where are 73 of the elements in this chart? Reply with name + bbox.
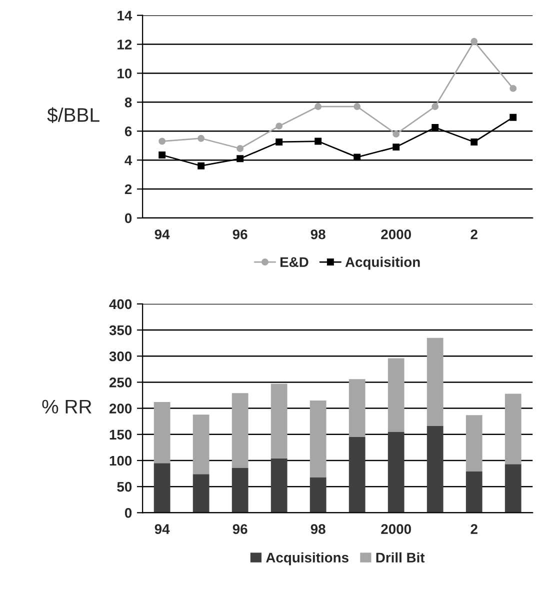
bar [192, 414, 210, 474]
bar [426, 338, 444, 426]
y-tick-label: 400 [109, 299, 132, 310]
y-tick-label: 6 [124, 126, 132, 136]
y-tick-label: 0 [124, 213, 132, 224]
point [354, 103, 361, 110]
point [392, 144, 400, 151]
bar [270, 458, 288, 513]
x-tick-label: 94 [154, 524, 170, 534]
legend-label: E&D [280, 257, 308, 268]
y-tick-label: 12 [118, 40, 132, 50]
x-tick-label: 2 [470, 229, 478, 240]
y-tick-label: 2 [124, 184, 132, 194]
y-tick-label: 4 [124, 156, 132, 166]
y-tick-label: 8 [124, 98, 132, 108]
point [470, 138, 478, 146]
point [236, 155, 244, 162]
bar [388, 432, 404, 513]
bar [504, 464, 522, 513]
y-tick-label: 0 [124, 508, 132, 518]
y-tick-label: 200 [109, 404, 132, 414]
y-tick-label: 300 [109, 351, 132, 362]
point [510, 114, 517, 121]
point [276, 122, 283, 130]
point [236, 145, 244, 152]
point [432, 124, 439, 131]
point [158, 152, 166, 158]
point [510, 84, 517, 92]
x-tick-label: 96 [232, 229, 248, 240]
bar [232, 393, 248, 468]
point [354, 154, 361, 161]
bar [154, 463, 170, 513]
y-axis-title: % RR [42, 400, 92, 414]
legend-label: Acquisition [345, 256, 420, 270]
y-tick-label: 150 [110, 430, 132, 440]
point [314, 138, 322, 145]
x-tick-label: 96 [232, 524, 248, 534]
y-tick-label: 50 [117, 482, 132, 492]
bar [154, 402, 170, 464]
legend-label: Drill Bit [376, 552, 425, 563]
bar [310, 400, 326, 478]
bar [504, 394, 522, 464]
bar [192, 474, 210, 513]
point [314, 103, 322, 110]
bar [348, 379, 366, 438]
bar [232, 468, 248, 513]
point [470, 38, 478, 45]
x-tick-label: 2000 [381, 524, 411, 534]
point [198, 134, 205, 142]
point [392, 130, 400, 138]
y-tick-label: 350 [109, 325, 132, 336]
x-tick-label: 2 [470, 524, 478, 534]
bar [466, 471, 482, 513]
bar [388, 358, 404, 432]
x-tick-label: 94 [154, 229, 170, 240]
bar [348, 437, 366, 513]
x-tick-label: 98 [310, 229, 326, 240]
bar [466, 415, 482, 472]
legend-label: Acquisitions [266, 552, 348, 566]
bar [426, 426, 444, 513]
y-tick-label: 14 [118, 10, 132, 20]
bar [270, 384, 288, 458]
y-axis-title: $/BBL [47, 107, 100, 124]
point [432, 103, 439, 110]
x-tick-label: 2000 [381, 229, 411, 240]
point [198, 162, 205, 170]
x-tick-label: 98 [310, 524, 326, 534]
y-tick-label: 10 [118, 68, 132, 78]
y-tick-label: 100 [110, 456, 132, 466]
point [158, 138, 166, 145]
point [276, 138, 283, 146]
bar [310, 477, 326, 513]
y-tick-label: 250 [109, 378, 132, 388]
